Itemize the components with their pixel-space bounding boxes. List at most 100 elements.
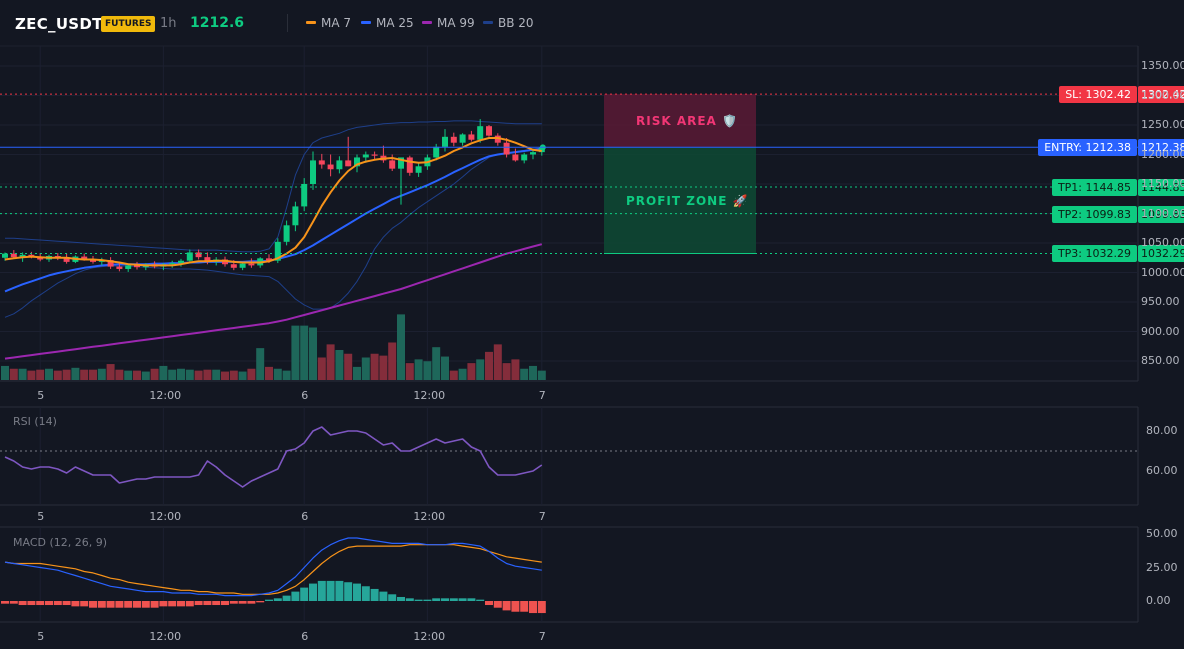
volume-bar (476, 359, 485, 380)
volume-bar (326, 344, 335, 380)
volume-bar (520, 368, 529, 380)
candle-body (503, 142, 510, 155)
volume-bar (89, 369, 97, 380)
candle-body (186, 252, 193, 261)
legend-bb20[interactable]: BB 20 (483, 16, 534, 30)
candle-body (459, 134, 466, 143)
volume-bar (265, 366, 273, 380)
candle-body (301, 184, 308, 207)
volume-bar (493, 344, 502, 380)
macd-histogram-bar (71, 601, 80, 607)
volume-bar (529, 365, 537, 380)
timeframe-selector[interactable]: 1h (160, 16, 177, 31)
main-time-label: 12:00 (413, 389, 446, 402)
futures-badge: FUTURES (101, 16, 156, 32)
volume-bar (300, 325, 309, 380)
legend-label: MA 25 (376, 16, 414, 30)
macd-histogram-bar (326, 580, 335, 601)
macd-histogram-bar (414, 599, 423, 601)
macd-histogram-bar (150, 601, 159, 608)
macd-histogram-bar (18, 601, 27, 606)
legend-ma7[interactable]: MA 7 (306, 16, 351, 30)
candle-body (107, 260, 114, 267)
legend-ma25[interactable]: MA 25 (361, 16, 414, 30)
candle-body (406, 157, 413, 173)
entry-tag[interactable]: ENTRY: 1212.38 (1038, 139, 1137, 157)
volume-bar (405, 363, 414, 380)
price-tick-label: 1100.00 (1141, 206, 1184, 220)
last-price: 1212.6 (190, 15, 245, 31)
macd-line (4, 537, 542, 597)
symbol-title[interactable]: ZEC_USDT (15, 15, 103, 33)
macd-time-label: 12:00 (149, 630, 182, 643)
macd-histogram-bar (405, 598, 414, 601)
macd-histogram-bar (194, 601, 203, 606)
sl-axis-tag: 1302.42 (1138, 86, 1184, 104)
volume-bar (80, 369, 89, 380)
macd-histogram-bar (27, 601, 36, 606)
macd-histogram-bar (9, 601, 18, 604)
legend-ma99[interactable]: MA 99 (422, 16, 475, 30)
macd-signal-line (4, 544, 542, 595)
header-divider (287, 14, 288, 32)
macd-histogram-bar (511, 601, 520, 612)
macd-histogram-bar (529, 601, 537, 614)
macd-histogram-bar (397, 596, 405, 601)
chart-header: ZEC_USDT FUTURES 1h 1212.6 MA 7 MA 25 MA… (0, 0, 1184, 46)
macd-histogram-bar (45, 601, 53, 606)
price-tick-label: 1000.00 (1141, 265, 1184, 279)
candle-body (63, 258, 70, 262)
volume-bar (414, 359, 423, 380)
volume-bar (370, 353, 379, 380)
volume-bar (71, 367, 80, 380)
macd-histogram-bar (379, 591, 388, 601)
macd-histogram-bar (62, 601, 71, 606)
bb20-swatch-icon (483, 21, 493, 24)
candle-body (371, 154, 378, 156)
candle-body (266, 258, 272, 261)
bb-lower-line (4, 148, 542, 318)
volume-bar (159, 365, 168, 380)
tp1-tag[interactable]: TP1: 1144.85 (1051, 179, 1137, 197)
candle-body (81, 256, 88, 260)
price-tick-label: 850.00 (1141, 354, 1180, 367)
ma7-swatch-icon (306, 21, 316, 24)
volume-bar (106, 364, 115, 380)
macd-histogram-bar (203, 601, 212, 606)
volume-bar (361, 357, 370, 380)
price-tick-label: 1350.00 (1141, 59, 1184, 72)
sl-tag[interactable]: SL: 1302.42 (1059, 86, 1137, 104)
candle-body (125, 265, 132, 269)
candle-body (274, 241, 281, 261)
volume-bar (141, 371, 150, 380)
macd-histogram-bar (317, 580, 326, 601)
macd-tick-label: 50.00 (1146, 527, 1178, 540)
tp3-tag[interactable]: TP3: 1032.29 (1051, 245, 1137, 263)
candle-body (19, 254, 26, 258)
macd-histogram-bar (115, 601, 124, 608)
price-tick-label: 1150.00 (1141, 177, 1184, 190)
tp2-tag[interactable]: TP2: 1099.83 (1051, 205, 1137, 223)
macd-histogram-bar (432, 598, 441, 601)
macd-histogram-bar (238, 601, 247, 604)
volume-bar (379, 355, 388, 380)
volume-bar (36, 369, 45, 380)
volume-bar (423, 361, 432, 380)
macd-histogram-bar (370, 588, 379, 601)
ma99-line (4, 243, 543, 360)
macd-histogram-bar (485, 601, 493, 606)
candle-body (310, 160, 316, 184)
macd-histogram-bar (423, 599, 432, 601)
macd-histogram-bar (282, 595, 291, 601)
macd-histogram-bar (106, 601, 115, 608)
volume-bar (317, 357, 326, 380)
macd-histogram-bar (133, 601, 141, 608)
macd-histogram-bar (467, 598, 476, 601)
macd-histogram-bar (502, 601, 511, 611)
macd-histogram-bar (344, 582, 353, 601)
volume-bar (97, 368, 106, 380)
candle-body (494, 135, 501, 143)
volume-bar (467, 363, 476, 380)
macd-tick-label: 25.00 (1146, 560, 1178, 574)
